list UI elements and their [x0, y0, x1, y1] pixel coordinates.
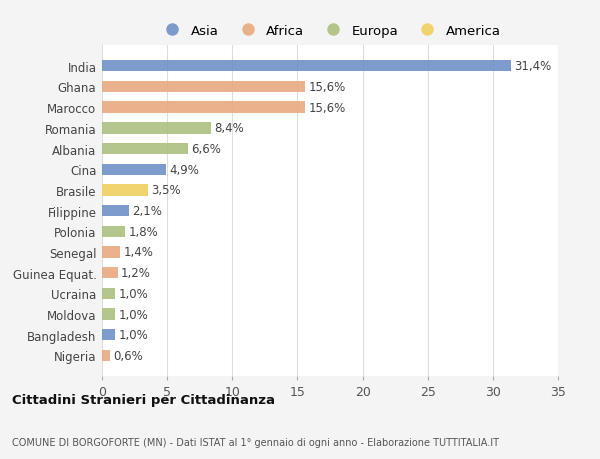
Bar: [102, 123, 211, 134]
Text: Cittadini Stranieri per Cittadinanza: Cittadini Stranieri per Cittadinanza: [12, 393, 275, 406]
Text: 1,0%: 1,0%: [118, 308, 148, 321]
Text: 4,9%: 4,9%: [169, 163, 199, 176]
Bar: [102, 330, 115, 341]
Bar: [102, 206, 130, 217]
Bar: [102, 350, 110, 361]
Legend: Asia, Africa, Europa, America: Asia, Africa, Europa, America: [154, 19, 506, 43]
Text: 15,6%: 15,6%: [308, 101, 346, 114]
Bar: [102, 144, 188, 155]
Bar: [102, 185, 148, 196]
Bar: [102, 164, 166, 175]
Text: 31,4%: 31,4%: [514, 60, 551, 73]
Bar: [102, 268, 118, 279]
Text: 1,0%: 1,0%: [118, 287, 148, 300]
Bar: [102, 247, 120, 258]
Text: 3,5%: 3,5%: [151, 184, 181, 197]
Text: 2,1%: 2,1%: [133, 205, 163, 218]
Text: 1,8%: 1,8%: [129, 225, 158, 238]
Text: 6,6%: 6,6%: [191, 143, 221, 156]
Text: 8,4%: 8,4%: [215, 122, 244, 135]
Text: 1,2%: 1,2%: [121, 267, 151, 280]
Text: COMUNE DI BORGOFORTE (MN) - Dati ISTAT al 1° gennaio di ogni anno - Elaborazione: COMUNE DI BORGOFORTE (MN) - Dati ISTAT a…: [12, 437, 499, 448]
Bar: [102, 82, 305, 93]
Bar: [102, 288, 115, 299]
Text: 0,6%: 0,6%: [113, 349, 143, 362]
Bar: [102, 226, 125, 237]
Text: 1,0%: 1,0%: [118, 329, 148, 341]
Text: 15,6%: 15,6%: [308, 81, 346, 94]
Bar: [102, 102, 305, 113]
Bar: [102, 309, 115, 320]
Bar: [102, 61, 511, 72]
Text: 1,4%: 1,4%: [124, 246, 154, 259]
